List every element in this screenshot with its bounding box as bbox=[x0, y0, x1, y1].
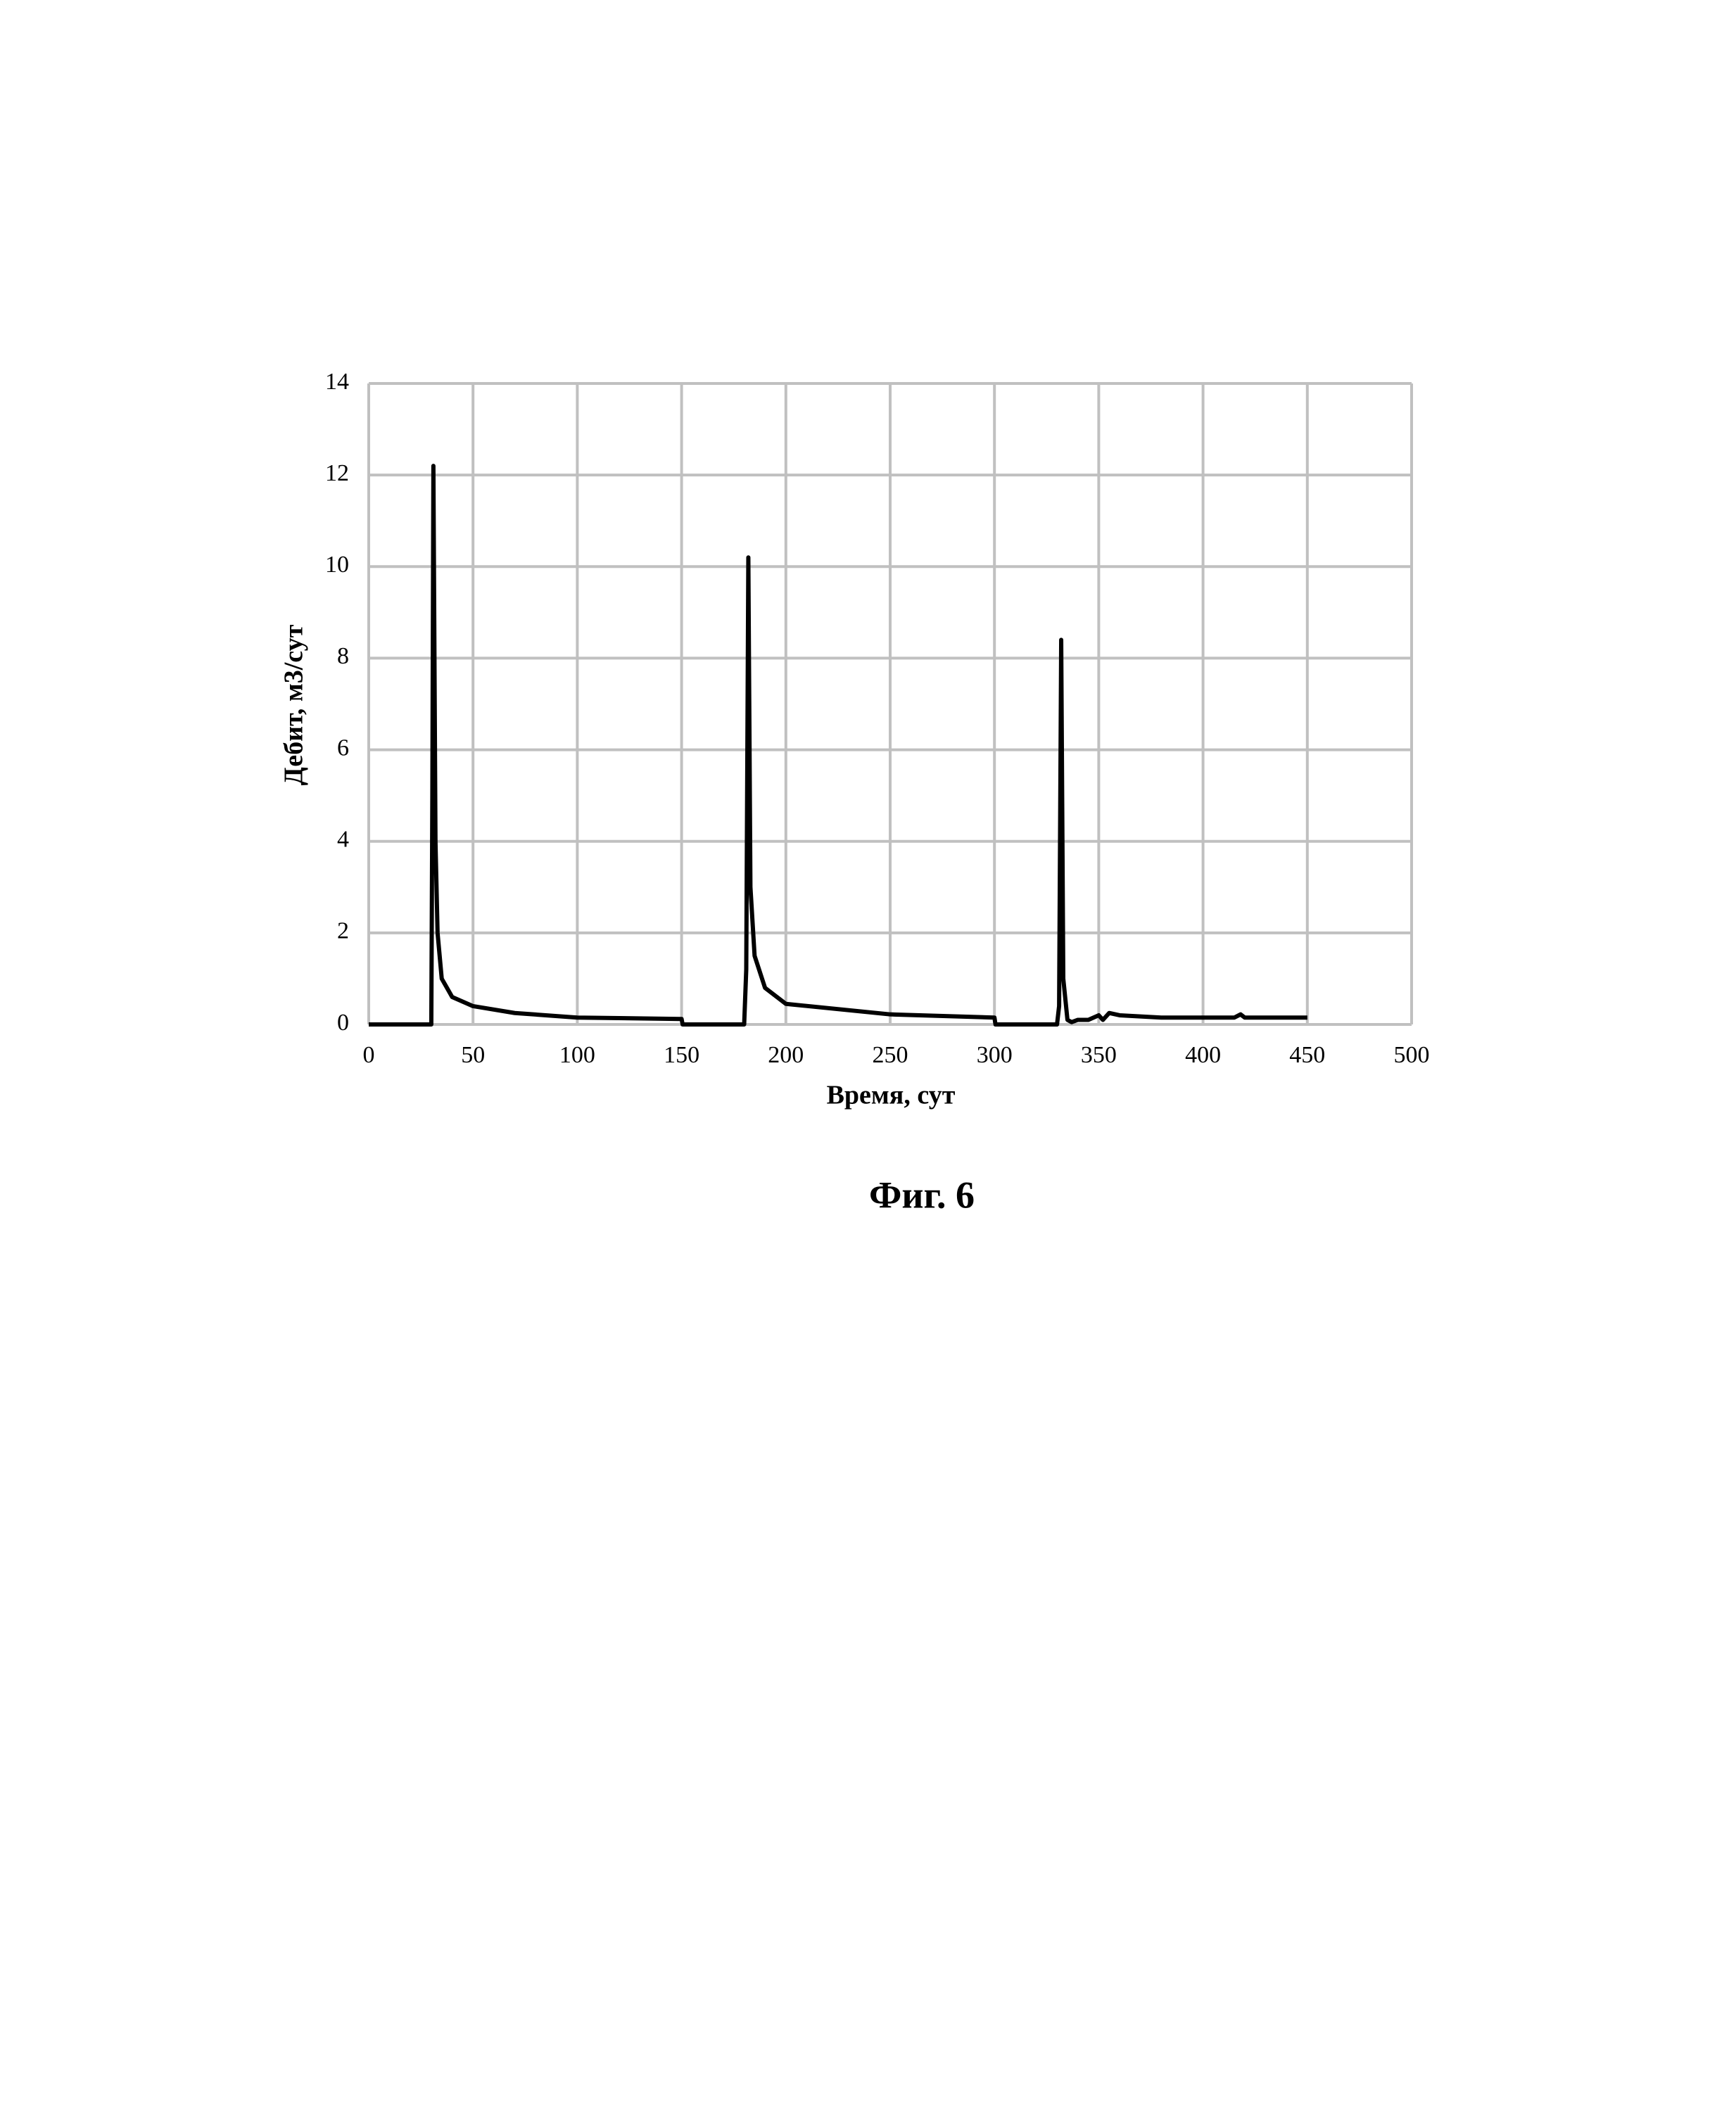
y-tick-label: 12 bbox=[325, 460, 349, 486]
y-axis-label: Дебит, м3/сут bbox=[279, 624, 309, 785]
x-tick-label: 50 bbox=[461, 1042, 485, 1068]
x-tick-label: 300 bbox=[977, 1042, 1013, 1068]
y-tick-label: 0 bbox=[337, 1010, 349, 1036]
x-tick-label: 100 bbox=[559, 1042, 595, 1068]
chart: Время, сут Дебит, м3/сут Фиг. 6 0 2 4 6 8 10 1… bbox=[0, 0, 1736, 2108]
x-tick-label: 200 bbox=[768, 1042, 804, 1068]
y-tick-label: 2 bbox=[337, 918, 349, 944]
x-tick-label: 250 bbox=[873, 1042, 908, 1068]
y-tick-label: 4 bbox=[337, 827, 349, 853]
x-axis-label: Время, сут bbox=[827, 1081, 956, 1110]
x-tick-label: 400 bbox=[1185, 1042, 1221, 1068]
x-tick-label: 350 bbox=[1081, 1042, 1117, 1068]
y-tick-label: 8 bbox=[337, 643, 349, 669]
y-tick-label: 10 bbox=[325, 552, 349, 578]
x-tick-label: 0 bbox=[363, 1042, 375, 1068]
x-tick-label: 450 bbox=[1289, 1042, 1325, 1068]
x-tick-label: 150 bbox=[664, 1042, 699, 1068]
y-tick-label: 6 bbox=[337, 735, 349, 761]
page: Время, сут Дебит, м3/сут Фиг. 6 0 2 4 6 8 10 1… bbox=[0, 0, 1736, 2108]
x-tick-label: 500 bbox=[1394, 1042, 1430, 1068]
background bbox=[0, 0, 1736, 2108]
figure-caption: Фиг. 6 bbox=[869, 1174, 975, 1216]
y-tick-label: 14 bbox=[325, 369, 349, 395]
